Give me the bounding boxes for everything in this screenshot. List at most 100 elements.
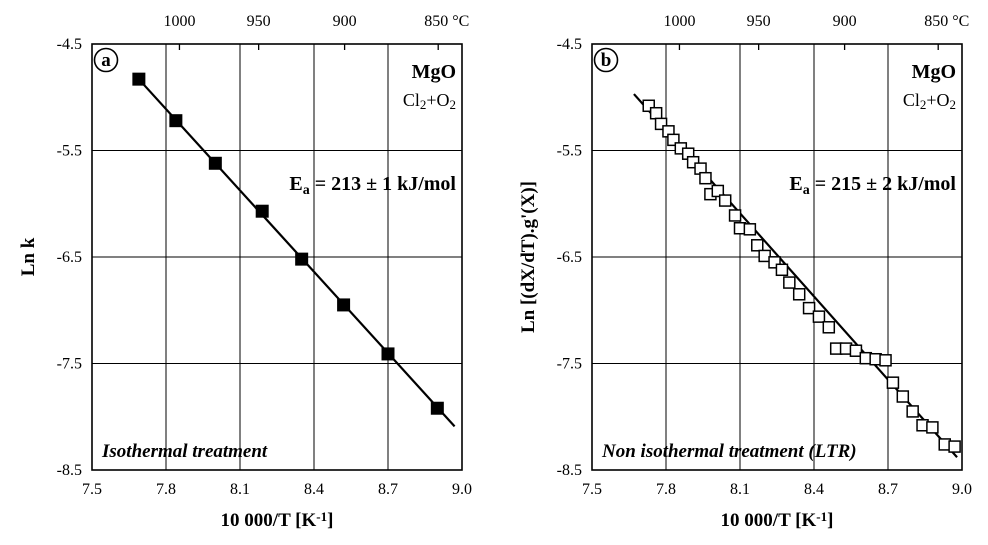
- x-axis-label-end: ]: [327, 510, 333, 531]
- data-point: [802, 301, 816, 315]
- x-tick-label: 8.7: [378, 481, 398, 498]
- compound-label: MgO: [912, 61, 956, 83]
- data-point: [822, 321, 836, 334]
- plot-frame: [591, 43, 963, 471]
- y-tick-label: -8.5: [557, 462, 582, 479]
- x-tick-label: 7.5: [82, 481, 102, 498]
- x-axis-label-sup: -1: [816, 509, 827, 524]
- atmosphere-label: Cl2+O2: [403, 90, 456, 112]
- data-point: [879, 354, 892, 367]
- y-tick-label: -7.5: [57, 356, 82, 373]
- x-axis-label: 10 000/T [K-1]: [221, 509, 334, 531]
- data-point: [743, 223, 757, 236]
- x-tick-label: 8.1: [230, 481, 250, 498]
- data-point: [792, 288, 806, 301]
- data-point: [430, 401, 444, 415]
- data-point: [686, 155, 700, 169]
- data-point: [654, 117, 668, 131]
- y-tick-label: -8.5: [57, 462, 82, 479]
- x-axis-label-sup: -1: [316, 509, 327, 524]
- top-tick-label: 850 °C: [424, 13, 469, 30]
- x-axis-label-main: 10 000/T [K: [721, 510, 817, 531]
- data-point: [255, 204, 269, 218]
- x-axis-label: 10 000/T [K-1]: [721, 509, 834, 531]
- data-point: [896, 390, 910, 403]
- energy-value: = 215 ± 2 kJ/mol: [810, 173, 957, 195]
- x-tick-label: 9.0: [452, 481, 472, 498]
- panel-a: 7.5 7.8 8.1 8.4 8.7 9.0 -4.5 -5.5 -6.5 -7.5 -8.5 10…: [18, 13, 472, 531]
- data-point: [649, 106, 663, 120]
- x-tick-label: 7.8: [156, 481, 176, 498]
- treatment-label: Isothermal treatment: [101, 441, 268, 462]
- data-point: [208, 156, 222, 170]
- energy-value: = 213 ± 1 kJ/mol: [310, 173, 457, 195]
- data-point: [751, 239, 764, 252]
- data-point: [169, 114, 183, 128]
- data-point: [711, 184, 725, 198]
- x-tick-label: 8.7: [878, 481, 898, 498]
- x-tick-label: 7.8: [656, 481, 676, 498]
- top-tick-label: 900: [833, 13, 857, 30]
- data-point: [775, 263, 789, 277]
- data-point: [667, 133, 680, 147]
- energy-symbol: E: [789, 173, 802, 195]
- data-point: [926, 421, 939, 434]
- atmosphere-plus: +O: [926, 90, 949, 110]
- data-point: [718, 194, 732, 207]
- fit-line: [133, 73, 456, 428]
- y-tick-label: -5.5: [557, 143, 582, 160]
- data-point: [768, 256, 781, 269]
- treatment-label: Non isothermal treatment (LTR): [601, 441, 857, 462]
- energy-symbol: E: [289, 173, 302, 195]
- data-point: [132, 72, 146, 86]
- activation-energy-label: Ea = 213 ± 1 kJ/mol: [289, 173, 456, 198]
- atmosphere-sub: 2: [950, 97, 957, 112]
- x-tick-label: 8.1: [730, 481, 750, 498]
- x-tick-label: 8.4: [804, 481, 824, 498]
- data-point: [381, 347, 395, 361]
- panel-b: 7.5 7.8 8.1 8.4 8.7 9.0 -4.5 -5.5 -6.5 -7.5 -8.5 10…: [518, 13, 972, 531]
- data-point: [783, 276, 796, 289]
- atmosphere-base: Cl: [903, 90, 920, 110]
- data-point: [812, 310, 826, 323]
- y-axis-label: Ln k: [18, 237, 39, 276]
- top-tick-label: 950: [747, 13, 771, 30]
- atmosphere-sub: 2: [420, 97, 427, 112]
- data-point: [758, 249, 771, 263]
- energy-subscript: a: [803, 183, 810, 198]
- activation-energy-label: Ea = 215 ± 2 kJ/mol: [789, 173, 956, 198]
- compound-label: MgO: [412, 61, 456, 83]
- x-tick-label: 7.5: [582, 481, 602, 498]
- panel-label-circle: [93, 47, 119, 73]
- atmosphere-label: Cl2+O2: [903, 90, 956, 112]
- x-axis-label-end: ]: [827, 510, 833, 531]
- y-axis-label: Ln [(dX/dT).g'(X)]: [518, 181, 539, 333]
- data-point: [295, 252, 309, 266]
- top-tick-label: 900: [333, 13, 357, 30]
- data-point: [728, 209, 742, 222]
- atmosphere-sub: 2: [450, 97, 457, 112]
- energy-subscript: a: [303, 183, 310, 198]
- top-tick-label: 1000: [163, 13, 195, 30]
- atmosphere-sub: 2: [920, 97, 927, 112]
- y-tick-label: -6.5: [57, 249, 82, 266]
- data-point: [849, 344, 863, 357]
- panel-label-circle: [593, 47, 619, 73]
- data-point: [699, 171, 712, 185]
- y-tick-label: -4.5: [57, 36, 82, 53]
- x-tick-label: 9.0: [952, 481, 972, 498]
- atmosphere-plus: +O: [426, 90, 449, 110]
- atmosphere-base: Cl: [403, 90, 420, 110]
- data-point: [948, 440, 961, 453]
- data-point: [337, 298, 351, 312]
- top-tick-label: 850 °C: [924, 13, 969, 30]
- y-tick-label: -4.5: [557, 36, 582, 53]
- plot-frame: [91, 43, 463, 471]
- y-tick-label: -5.5: [57, 143, 82, 160]
- y-tick-label: -6.5: [557, 249, 582, 266]
- top-tick-label: 1000: [663, 13, 695, 30]
- panel-label: a: [101, 50, 111, 71]
- y-tick-label: -7.5: [557, 356, 582, 373]
- data-point: [642, 99, 655, 113]
